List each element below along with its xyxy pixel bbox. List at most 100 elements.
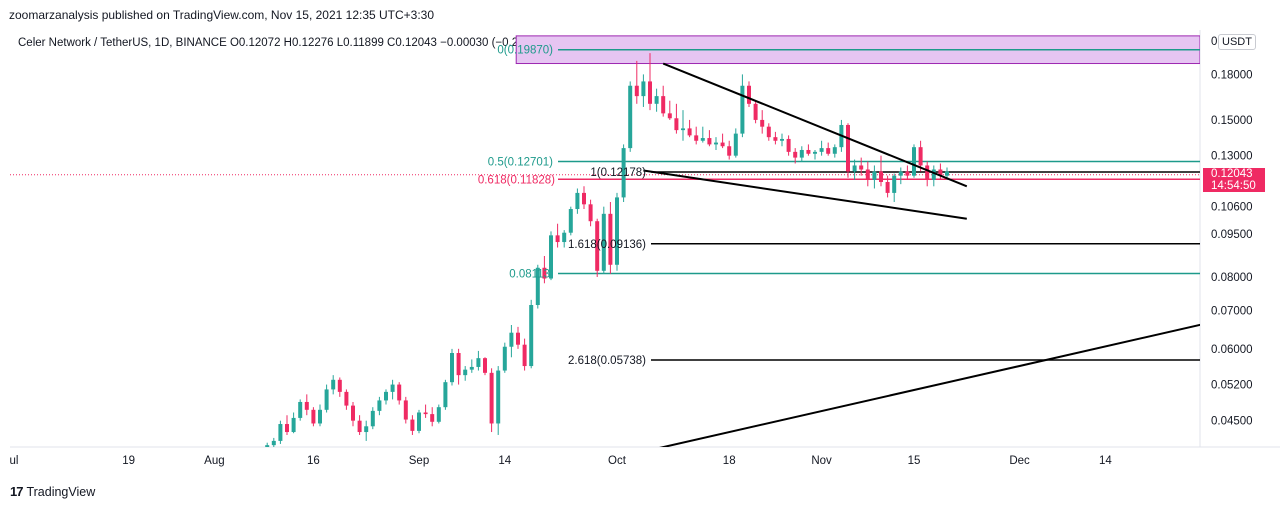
candle-body (324, 389, 329, 410)
fib-level-label: 0.5(0.12701) (488, 156, 553, 168)
candle-body (747, 85, 751, 104)
candle-body (443, 382, 448, 408)
candle-body (456, 353, 461, 376)
candle-body (773, 137, 778, 141)
candle-body (384, 391, 388, 401)
candle-body (753, 103, 758, 120)
candle-body (450, 353, 454, 383)
candle-body (529, 305, 534, 367)
y-tick-label: 0.08000 (1211, 272, 1253, 284)
candle-body (766, 126, 771, 138)
candle-body (582, 192, 586, 205)
candle-body (463, 369, 468, 376)
candle-body (648, 81, 652, 104)
x-tick-label: Sep (409, 455, 429, 467)
y-tick-label: 0.10600 (1211, 202, 1253, 214)
y-tick-label: 0.18000 (1211, 69, 1253, 81)
candle-body (509, 332, 514, 347)
candle-body (786, 138, 791, 152)
candle-body (628, 85, 633, 149)
y-tick-label: 0.05200 (1211, 380, 1253, 392)
tradingview-footer[interactable]: 17 TradingView (10, 484, 95, 499)
candle-body (397, 384, 402, 401)
candle-body (555, 235, 560, 243)
fib-extension-label: 2.618(0.05738) (568, 355, 646, 367)
x-tick-label: Oct (608, 455, 627, 467)
candle-body (265, 445, 270, 447)
candle-body (832, 147, 837, 154)
candle-body (403, 400, 408, 420)
currency-button[interactable]: USDT (1218, 34, 1256, 50)
fib-level-label: 0.618(0.11828) (478, 174, 555, 186)
candle-body (641, 81, 646, 97)
candle-body (337, 379, 342, 392)
candle-body (727, 146, 732, 156)
candle-body (489, 372, 494, 424)
y-tick-label: 0.04500 (1211, 416, 1253, 428)
candle-body (417, 412, 421, 431)
candle-body (562, 232, 567, 243)
candle-body (291, 417, 296, 433)
candle-body (793, 151, 798, 158)
candle-body (271, 440, 276, 446)
candle-body (720, 142, 725, 147)
candle-body (945, 171, 949, 176)
candle-body (516, 332, 520, 345)
candle-body (542, 267, 547, 279)
candle-body (496, 370, 501, 424)
candle-body (331, 379, 336, 390)
candle-body (634, 85, 639, 97)
candle-body (423, 412, 428, 415)
fib-level-label: 0.08113 (509, 268, 550, 280)
tradingview-logo-icon: 17 (10, 484, 24, 499)
candle-body (483, 358, 487, 373)
candle-body (298, 401, 303, 418)
candle-body (476, 358, 481, 367)
candle-body (654, 96, 659, 104)
bar-countdown: 14:54:50 (1211, 179, 1256, 192)
candle-body (694, 135, 699, 141)
candle-body (601, 213, 606, 271)
candle-body (799, 149, 804, 158)
candle-body (357, 420, 362, 433)
candle-body (760, 119, 765, 127)
x-tick-label: 15 (908, 455, 921, 467)
x-tick-label: 18 (723, 455, 736, 467)
y-tick-label: 0.15000 (1211, 115, 1253, 127)
candle-body (436, 407, 441, 422)
candle-body (502, 346, 507, 371)
candle-body (549, 235, 553, 279)
candle-body (687, 128, 692, 136)
publisher-line: zoomarzanalysis published on TradingView… (9, 8, 435, 22)
x-tick-label: 14 (498, 455, 511, 467)
candle-body (806, 149, 811, 154)
candle-body (846, 124, 850, 172)
candle-body (318, 409, 322, 424)
candle-body (905, 171, 910, 176)
candle-body (667, 113, 672, 119)
candle-body (813, 151, 817, 154)
symbol-legend: Celer Network / TetherUS, 1D, BINANCE O0… (18, 37, 539, 49)
candle-body (304, 401, 309, 410)
y-tick-label: 0.09500 (1211, 229, 1253, 241)
candle-body (608, 213, 613, 265)
candle-body (938, 169, 943, 176)
candle-body (852, 165, 857, 172)
candle-body (681, 128, 685, 131)
candle-body (285, 424, 289, 433)
candle-body (568, 209, 573, 233)
candle-body (661, 96, 666, 114)
candle-body (879, 171, 883, 182)
x-tick-label: Nov (811, 455, 832, 467)
x-tick-label: 16 (307, 455, 320, 467)
x-tick-label: Dec (1009, 455, 1030, 467)
candle-body (780, 138, 784, 141)
candle-body (707, 138, 712, 145)
candle-body (615, 197, 619, 265)
candle-body (430, 414, 435, 422)
candle-body (469, 366, 474, 370)
trend-line (662, 62, 968, 188)
fib-extension-label: 1(0.12178) (590, 167, 646, 179)
candle-body (865, 169, 870, 180)
